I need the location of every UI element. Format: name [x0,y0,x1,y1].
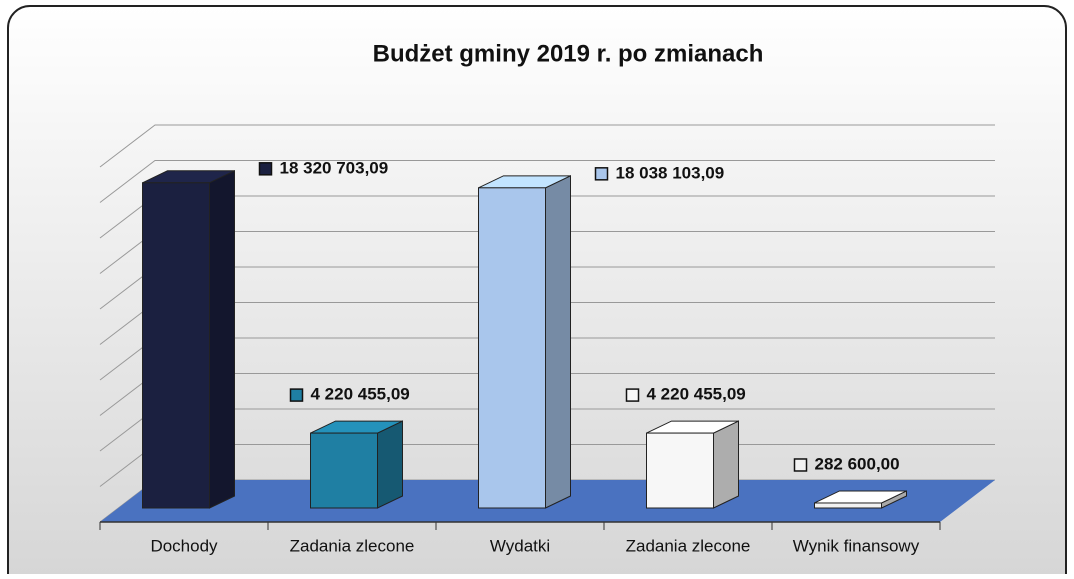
x-tick-label: Wynik finansowy [793,536,920,555]
bar-front [142,182,210,509]
x-tick-label: Zadania zlecone [290,536,415,555]
legend-swatch [289,388,304,402]
legend-swatch [793,458,808,472]
bar [814,490,907,509]
chart-title: Budżet gminy 2019 r. po zmianach [373,40,764,67]
value-label: 4 220 455,09 [647,385,746,404]
value-label: 18 038 103,09 [616,163,725,182]
legend-swatch [625,388,640,402]
value-label: 18 320 703,09 [280,158,389,177]
legend-swatch [258,162,273,176]
grid-line [99,124,995,168]
value-label: 4 220 455,09 [311,385,410,404]
bar-front [646,432,714,509]
bar-side [377,420,403,509]
grid-line [99,160,995,203]
bar-front [478,187,546,509]
bar-front [310,432,378,509]
bar [310,420,403,509]
marks: 18 320 703,09 4 220 455,09 18 038 103,09 4 … [142,158,907,509]
x-tick-label: Dochody [150,536,218,555]
bar-front [814,502,882,509]
legend-swatch [594,167,609,181]
bar [478,175,571,509]
x-tick-label: Wydatki [490,536,550,555]
value-label: 282 600,00 [815,454,900,473]
bar-side [209,170,235,509]
bar [646,420,739,509]
bar-side [545,175,571,509]
bar-side [713,420,739,509]
bar [142,170,235,509]
x-tick-label: Zadania zlecone [626,536,751,555]
